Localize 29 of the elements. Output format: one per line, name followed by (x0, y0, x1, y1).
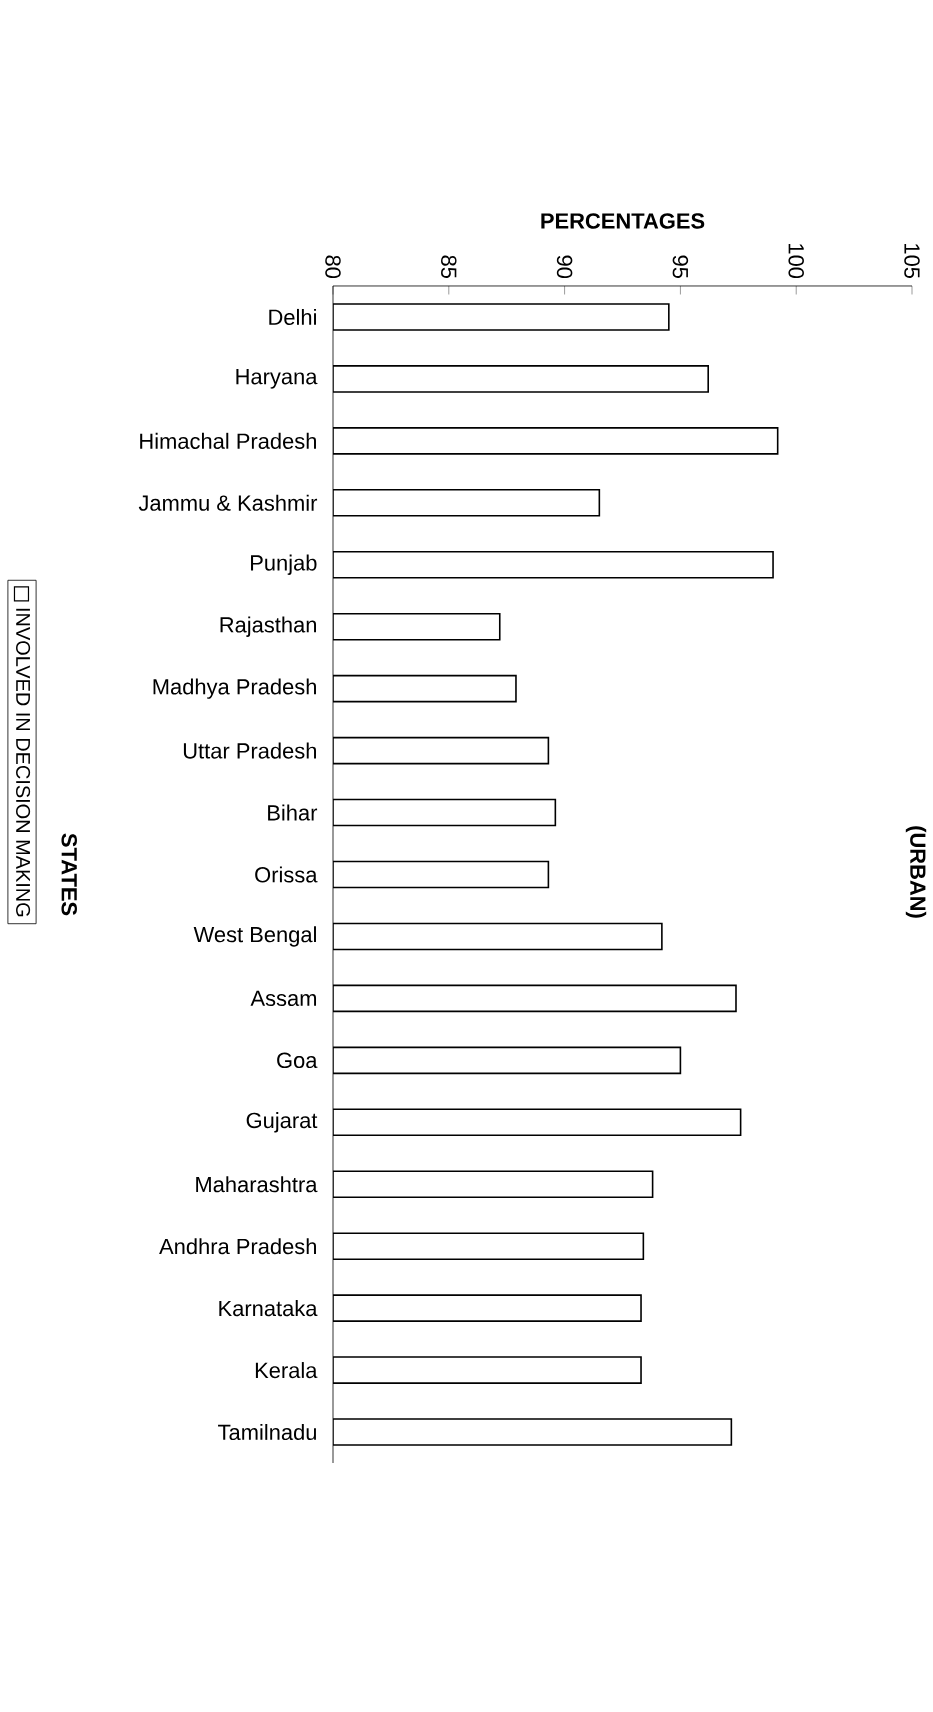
y-tick-label: Maharashtra (196, 1176, 318, 1193)
y-tick-label: Karnataka (219, 1300, 318, 1317)
y-tick-label: Madhya Pradesh (153, 678, 317, 699)
y-tick-label: Andhra Pradesh (159, 1238, 317, 1255)
y-tick-label: West Bengal (193, 926, 317, 947)
y-tick-label: Gujarat (246, 1112, 318, 1133)
x-tick-label: 80 (325, 255, 341, 279)
y-tick-label: Bihar (268, 804, 318, 821)
y-tick-label: Jammu & Kashmir (138, 494, 318, 511)
y-axis-title: STATES (61, 833, 78, 916)
y-tick-label: Assam (250, 990, 317, 1007)
x-tick-label: 85 (441, 255, 457, 279)
y-tick-label: Goa (277, 1052, 318, 1069)
x-tick-label: 105 (904, 244, 920, 278)
y-tick-label: Orissa (255, 866, 318, 883)
y-tick-label: Kerala (255, 1362, 318, 1379)
y-tick-label: Rajasthan (220, 616, 317, 637)
x-tick-label: 90 (556, 255, 573, 279)
x-axis-title: PERCENTAGES (541, 213, 705, 229)
text: (URBAN) (905, 826, 927, 918)
y-tick-label: Haryana (236, 369, 318, 389)
y-tick-label: Uttar Pradesh (184, 742, 317, 759)
x-tick-label: 95 (672, 255, 689, 279)
x-tick-label: 100 (788, 244, 805, 279)
y-tick-label: Himachal Pradesh (140, 432, 317, 449)
y-tick-label: Tamilnadu (218, 1423, 317, 1441)
text: INVOLVED IN DECISION MAKING (16, 608, 31, 917)
y-tick-label: Delhi (269, 308, 317, 326)
y-tick-label: Punjab (251, 554, 317, 575)
